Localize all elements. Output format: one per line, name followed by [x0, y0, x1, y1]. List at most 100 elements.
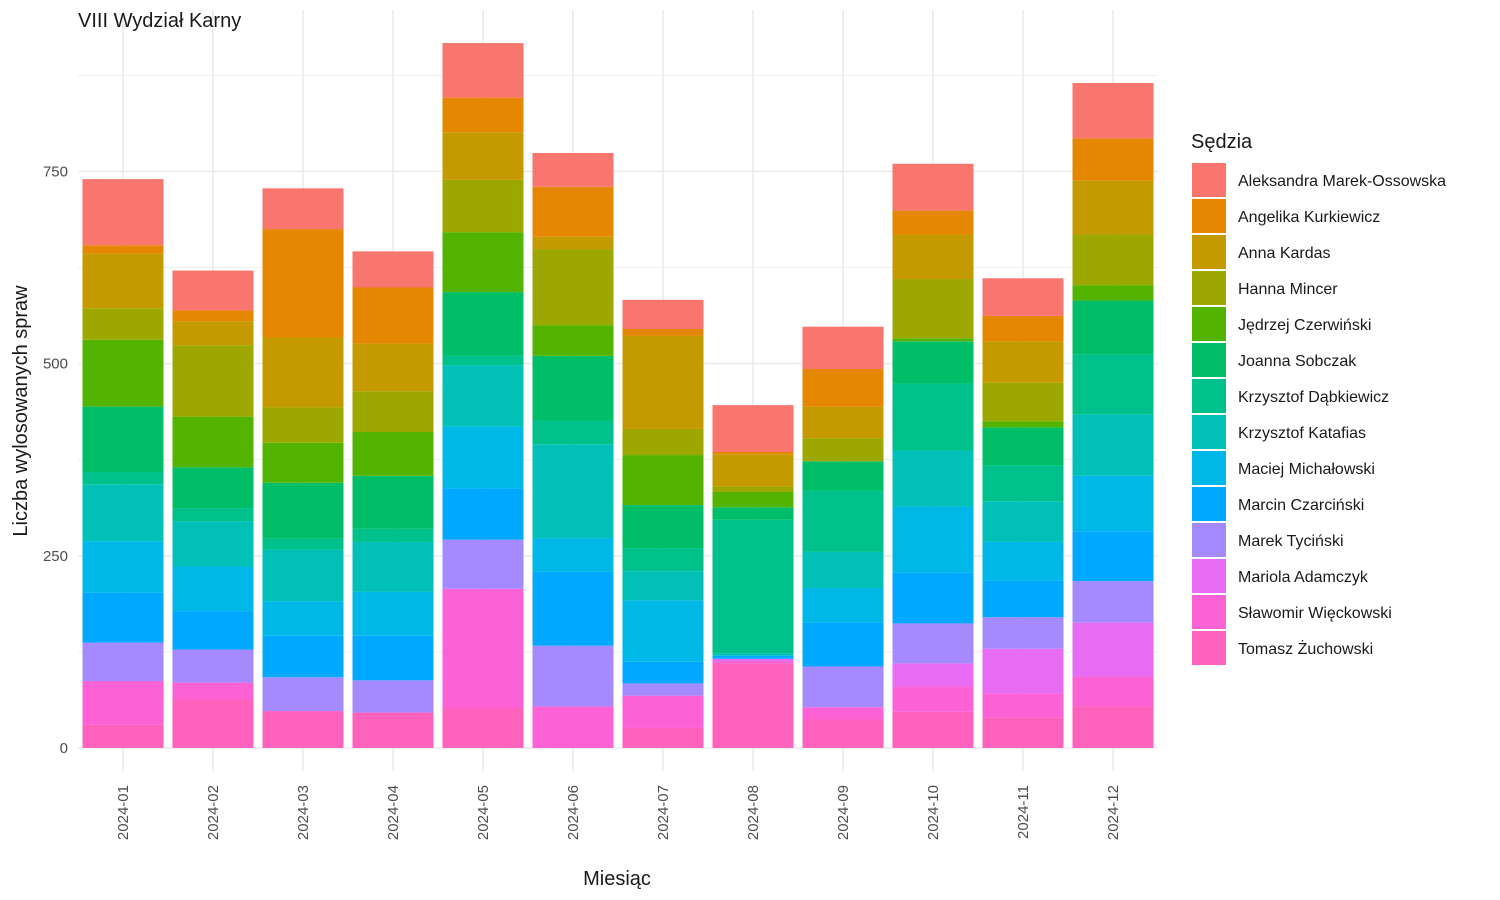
bar-segment: [262, 407, 344, 443]
bar-segment: [1072, 180, 1154, 235]
bar-segment: [352, 391, 434, 433]
bar-segment: [352, 591, 434, 636]
bar-segment: [442, 132, 524, 180]
y-tick-label: 500: [43, 356, 68, 373]
bar-segment: [712, 486, 794, 492]
bar-segment: [982, 541, 1064, 581]
y-tick-label: 250: [43, 548, 68, 565]
bar-segment: [172, 521, 254, 567]
bar-segment: [982, 648, 1064, 694]
y-axis-ticks: 0 250 500 750: [43, 163, 68, 757]
bar-segment: [892, 711, 974, 748]
bar-segment: [802, 719, 884, 748]
bar-segment: [802, 406, 884, 439]
bar-segment: [82, 484, 164, 542]
legend-label: Joanna Sobczak: [1238, 353, 1357, 370]
bar-segment: [622, 299, 704, 330]
bar-segment: [442, 488, 524, 540]
bar-segment: [1072, 622, 1154, 677]
bar-segment: [172, 682, 254, 700]
bar-segment: [352, 251, 434, 288]
bar-segment: [1072, 475, 1154, 532]
bar-segment: [352, 287, 434, 344]
bar-segment: [1072, 414, 1154, 476]
bar-segment: [892, 341, 974, 384]
bar-segment: [82, 179, 164, 246]
bar-segment: [352, 343, 434, 392]
legend-label: Marcin Czarciński: [1238, 497, 1364, 514]
bar-segment: [82, 592, 164, 643]
bar-segment: [892, 234, 974, 280]
bar-segment: [712, 491, 794, 508]
bar-segment: [352, 541, 434, 592]
bar-segment: [802, 622, 884, 667]
bar-segment: [892, 279, 974, 339]
bar-segment: [892, 663, 974, 687]
bar-segment: [82, 253, 164, 309]
x-axis-title: Miesiąc: [583, 868, 651, 890]
bar-segment: [442, 43, 524, 98]
bar-segment: [982, 465, 1064, 502]
bar-segment: [712, 663, 794, 748]
bar-segment: [262, 337, 344, 408]
bar-segment: [532, 444, 614, 539]
bar-segment: [802, 551, 884, 589]
bar-segment: [442, 707, 524, 748]
bar-segment: [892, 506, 974, 573]
y-axis-title: Liczba wylosowanych spraw: [10, 285, 32, 537]
bar-segment: [82, 339, 164, 407]
x-tick-label: 2024-11: [1015, 785, 1032, 839]
bar-segment: [802, 326, 884, 369]
legend-swatch: [1192, 487, 1226, 521]
legend-label: Aleksandra Marek-Ossowska: [1238, 173, 1446, 190]
bar-segment: [622, 683, 704, 696]
bar-segment: [172, 416, 254, 468]
bar-segment: [532, 355, 614, 421]
bar-segment: [622, 661, 704, 684]
bar-segment: [172, 699, 254, 748]
bar-segment: [802, 707, 884, 720]
bar-segment: [1072, 234, 1154, 286]
bar-segment: [172, 321, 254, 346]
bar-segment: [982, 617, 1064, 649]
bar-segment: [892, 383, 974, 451]
bar-segment: [802, 490, 884, 552]
bar-segment: [82, 308, 164, 340]
legend-swatch: [1192, 595, 1226, 629]
legend-swatch: [1192, 163, 1226, 197]
bar-segment: [712, 507, 794, 520]
bar-segment: [892, 338, 974, 342]
bar-segment: [352, 712, 434, 748]
bar-segment: [82, 642, 164, 682]
bar-segment: [82, 406, 164, 472]
legend-swatch: [1192, 523, 1226, 557]
bar-segment: [172, 467, 254, 509]
x-tick-label: 2024-07: [655, 785, 672, 840]
x-tick-label: 2024-03: [295, 785, 312, 840]
bar-segment: [262, 229, 344, 338]
bar-segment: [532, 325, 614, 356]
legend-title: Sędzia: [1191, 131, 1253, 153]
bar-segment: [82, 471, 164, 485]
bar-segment: [982, 421, 1064, 428]
bar-segment: [622, 455, 704, 506]
bar-segment: [352, 680, 434, 713]
bars: [82, 43, 1154, 748]
legend-label: Krzysztof Dąbkiewicz: [1238, 389, 1389, 406]
bar-segment: [442, 232, 524, 293]
bar-segment: [802, 666, 884, 708]
bar-segment: [172, 345, 254, 417]
legend-swatch: [1192, 559, 1226, 593]
bar-segment: [1072, 676, 1154, 707]
bar-segment: [82, 245, 164, 254]
bar-segment: [442, 292, 524, 356]
bar-segment: [892, 686, 974, 712]
bar-segment: [532, 571, 614, 646]
bar-segment: [982, 693, 1064, 718]
bar-segment: [712, 655, 794, 659]
legend-label: Sławomir Więckowski: [1238, 605, 1392, 622]
bar-segment: [892, 163, 974, 211]
bar-segment: [352, 635, 434, 681]
bar-segment: [622, 428, 704, 456]
x-tick-label: 2024-10: [925, 785, 942, 840]
